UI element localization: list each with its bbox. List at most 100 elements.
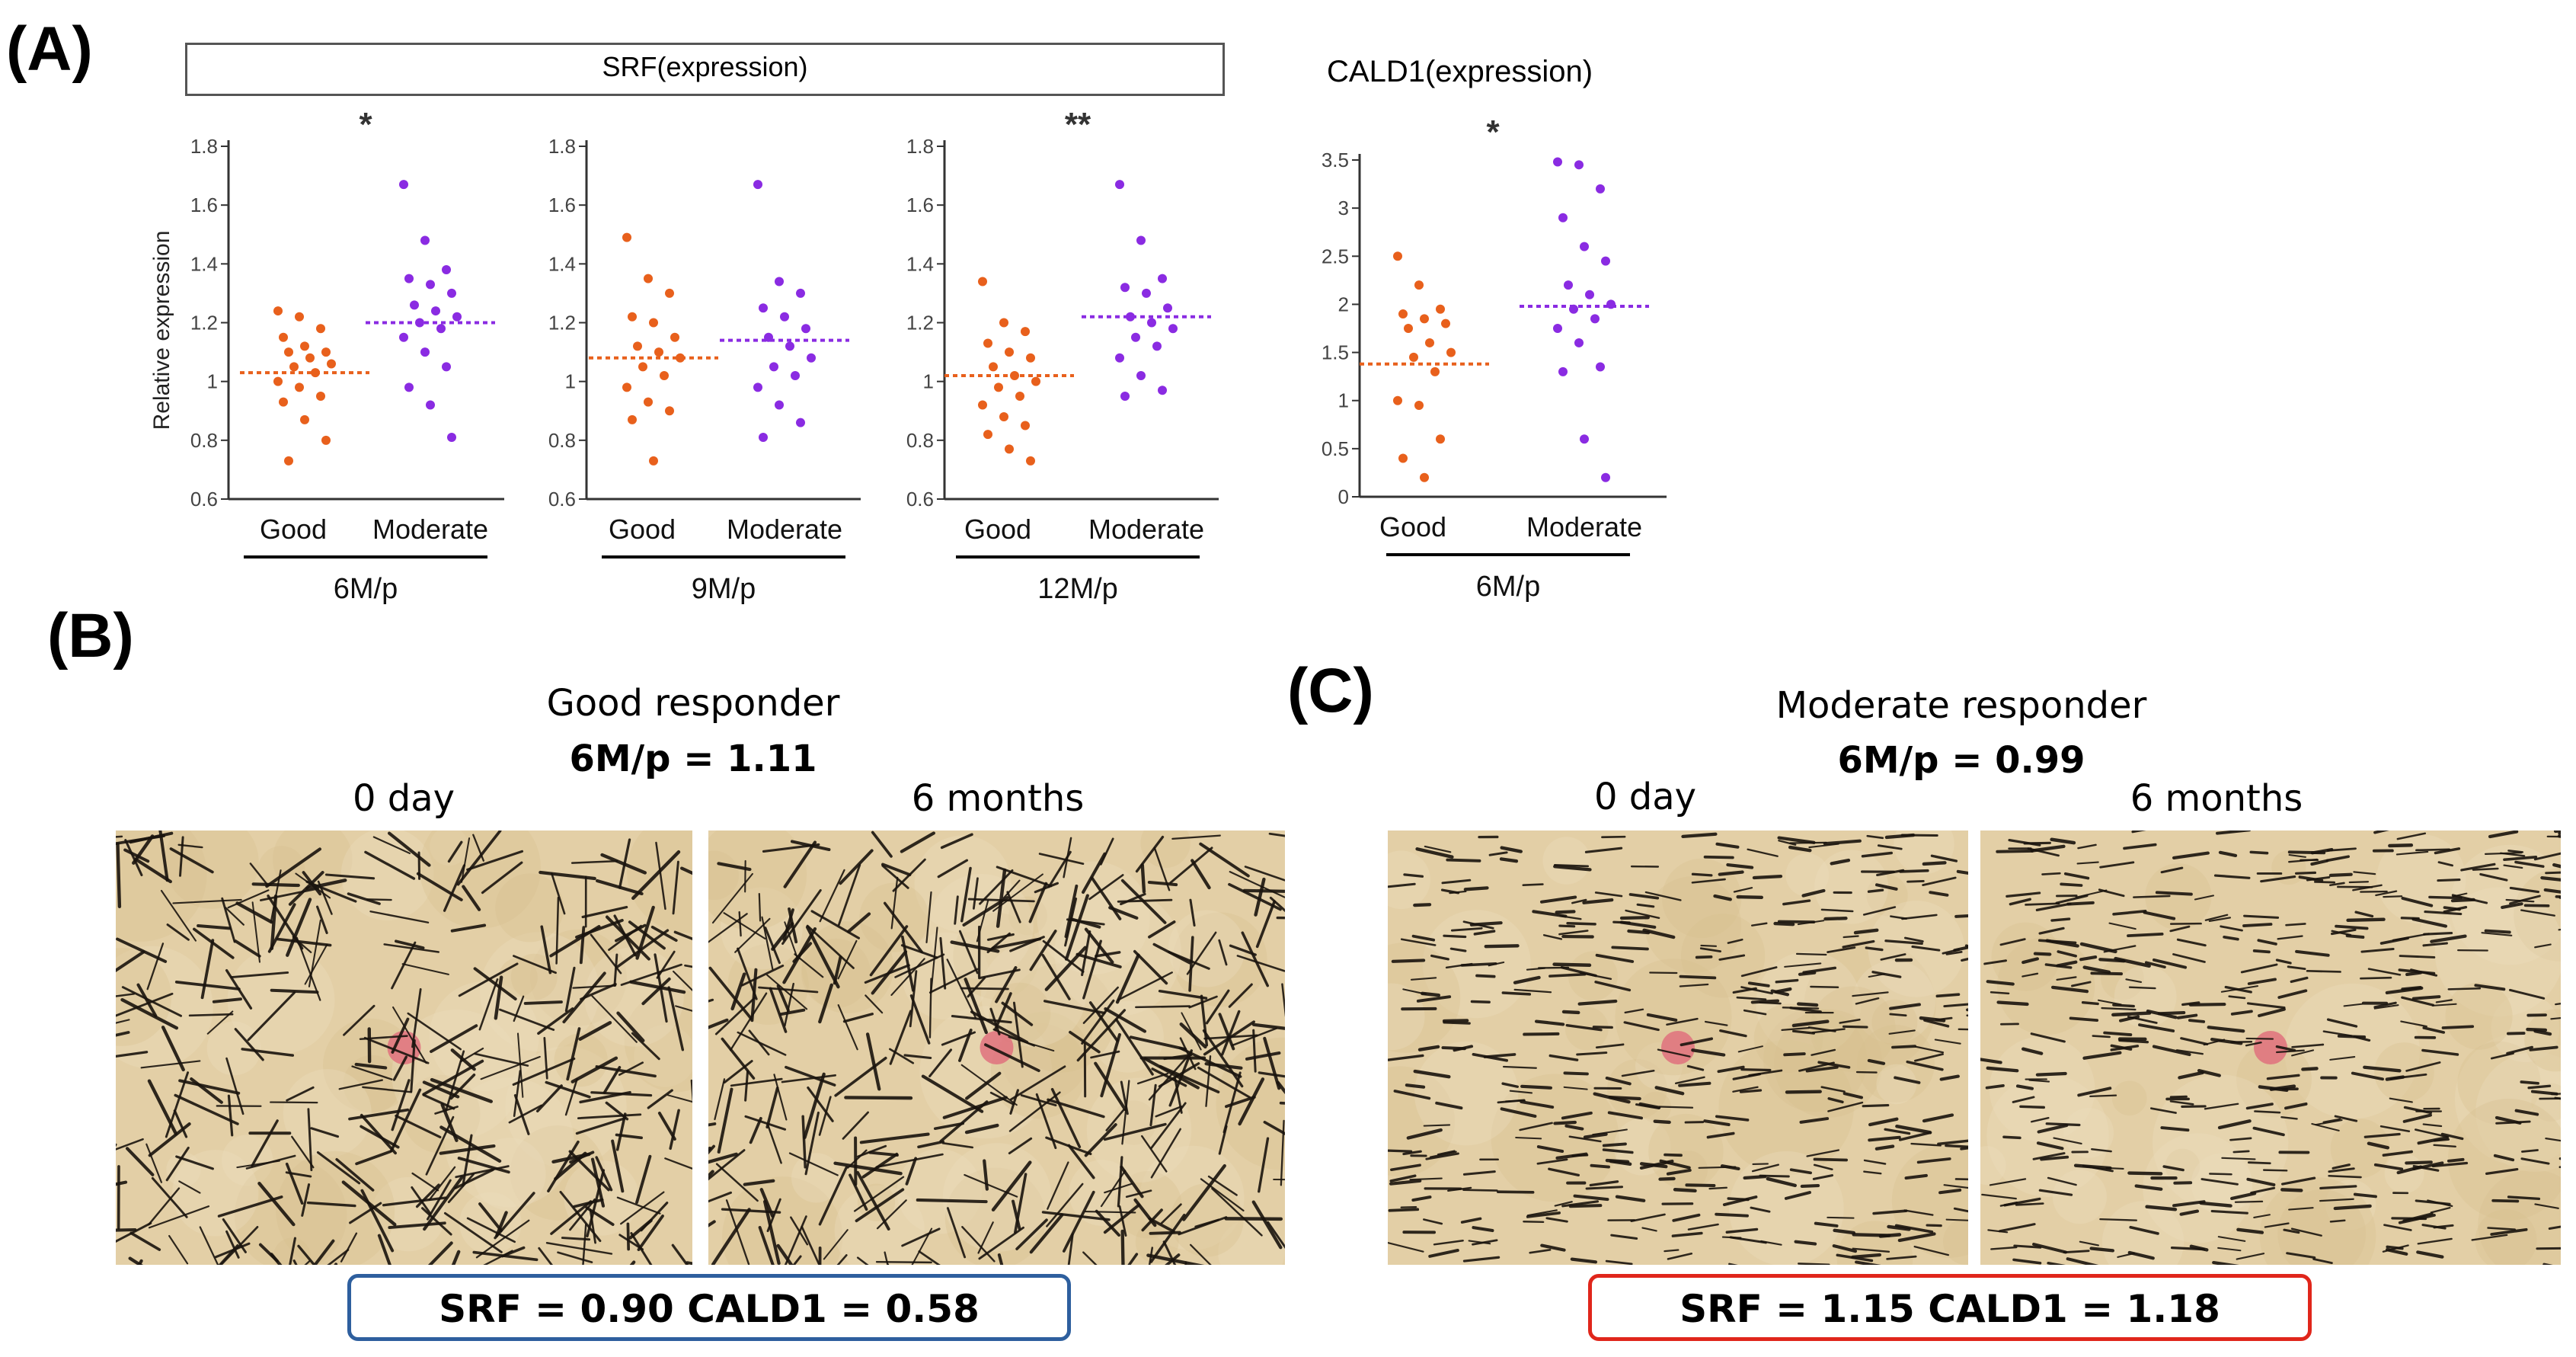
moderate-data-point bbox=[1569, 304, 1578, 314]
good-data-point bbox=[1436, 434, 1445, 444]
panel-c-subtitle: 6M/p = 0.99 bbox=[1837, 739, 2085, 782]
moderate-data-point bbox=[410, 300, 419, 310]
y-tick-label: 0.6 bbox=[548, 488, 576, 510]
moderate-data-point bbox=[769, 362, 778, 372]
moderate-data-point bbox=[1120, 283, 1130, 293]
y-tick-label: 1.8 bbox=[190, 135, 218, 158]
hair-texture-moderate-0 bbox=[1388, 831, 1968, 1265]
moderate-data-point bbox=[415, 318, 424, 328]
y-tick-label: 1 bbox=[923, 370, 934, 393]
hair-texture-good-0 bbox=[116, 831, 692, 1265]
good-data-point bbox=[1420, 472, 1429, 482]
good-data-point bbox=[1021, 421, 1030, 430]
good-data-point bbox=[622, 382, 631, 392]
moderate-data-point bbox=[1136, 370, 1146, 380]
moderate-data-point bbox=[1131, 332, 1140, 342]
moderate-data-point bbox=[1126, 312, 1135, 322]
moderate-data-point bbox=[1553, 157, 1562, 167]
moderate-data-point bbox=[1564, 280, 1573, 290]
y-tick-label: 0.8 bbox=[190, 429, 218, 452]
y-tick-label: 3.5 bbox=[1322, 149, 1349, 171]
moderate-data-point bbox=[753, 180, 762, 190]
moderate-data-point bbox=[1596, 184, 1605, 194]
good-data-point bbox=[978, 277, 987, 286]
moderate-data-point bbox=[791, 370, 800, 380]
category-label-moderate: Moderate bbox=[1088, 514, 1204, 545]
good-data-point bbox=[983, 338, 992, 348]
moderate-data-point bbox=[1596, 362, 1605, 372]
group-label: 9M/p bbox=[692, 573, 756, 605]
y-tick-label: 1.2 bbox=[548, 312, 576, 334]
panel-label-a: (A) bbox=[6, 14, 93, 84]
y-tick-label: 1 bbox=[1338, 389, 1349, 412]
moderate-data-point bbox=[1590, 314, 1600, 324]
good-data-point bbox=[665, 288, 674, 298]
hair-texture-moderate-6 bbox=[1980, 831, 2561, 1265]
panel-c-values-box: SRF = 1.15 CALD1 = 1.18 bbox=[1588, 1274, 2312, 1341]
y-tick-label: 0.8 bbox=[548, 429, 576, 452]
good-data-point bbox=[665, 406, 674, 416]
moderate-data-point bbox=[442, 265, 451, 275]
good-data-point bbox=[300, 341, 309, 351]
cald1-title: CALD1(expression) bbox=[1327, 55, 1593, 88]
moderate-data-point bbox=[1168, 324, 1178, 334]
moderate-data-point bbox=[1585, 290, 1594, 299]
moderate-data-point bbox=[1558, 366, 1568, 376]
good-data-point bbox=[994, 382, 1003, 392]
moderate-data-point bbox=[1163, 303, 1172, 313]
moderate-data-point bbox=[399, 180, 408, 190]
good-data-point bbox=[676, 353, 685, 363]
good-data-point bbox=[989, 362, 998, 372]
y-tick-label: 0.6 bbox=[190, 488, 218, 510]
good-data-point bbox=[649, 456, 658, 466]
y-tick-label: 0 bbox=[1338, 485, 1349, 508]
good-data-point bbox=[295, 382, 304, 392]
good-data-point bbox=[1404, 324, 1413, 333]
scatter-charts: 0.6 0.8 1 1.2 1.4 1.6 1.8 Relative expression * G… bbox=[149, 106, 1667, 605]
y-tick-label: 1.8 bbox=[906, 135, 934, 158]
good-data-point bbox=[321, 435, 331, 445]
good-data-point bbox=[1414, 280, 1424, 290]
moderate-data-point bbox=[420, 347, 430, 357]
moderate-data-point bbox=[1574, 338, 1584, 347]
good-data-point bbox=[654, 347, 663, 357]
moderate-data-point bbox=[1580, 242, 1589, 251]
good-data-point bbox=[279, 332, 288, 342]
y-tick-label: 2.5 bbox=[1322, 245, 1349, 267]
panel-c-label-6months: 6 months bbox=[2130, 777, 2303, 820]
y-tick-label: 0.6 bbox=[906, 488, 934, 510]
good-data-point bbox=[670, 332, 679, 342]
good-data-point bbox=[1021, 327, 1030, 337]
y-tick-label: 1.6 bbox=[548, 194, 576, 216]
panel-b-title: Good responder bbox=[546, 682, 840, 725]
good-data-point bbox=[999, 411, 1008, 421]
y-tick-label: 1.6 bbox=[190, 194, 218, 216]
good-data-point bbox=[1425, 338, 1434, 347]
good-data-point bbox=[622, 232, 631, 242]
good-data-point bbox=[321, 347, 331, 357]
y-tick-label: 3 bbox=[1338, 197, 1349, 219]
good-data-point bbox=[327, 359, 336, 369]
category-label-moderate: Moderate bbox=[372, 514, 488, 545]
good-data-point bbox=[1414, 401, 1424, 411]
moderate-data-point bbox=[1158, 274, 1167, 283]
good-data-point bbox=[633, 341, 642, 351]
panel-b-label-6months: 6 months bbox=[911, 777, 1085, 820]
y-tick-label: 1.4 bbox=[906, 252, 934, 275]
moderate-data-point bbox=[796, 288, 805, 298]
moderate-data-point bbox=[1606, 299, 1616, 309]
panel-b-subtitle: 6M/p = 1.11 bbox=[569, 738, 817, 780]
good-data-point bbox=[660, 370, 669, 380]
moderate-data-point bbox=[785, 341, 794, 351]
good-data-point bbox=[628, 312, 637, 322]
good-data-point bbox=[284, 347, 293, 357]
category-label-moderate: Moderate bbox=[727, 514, 842, 545]
good-data-point bbox=[649, 318, 658, 328]
moderate-data-point bbox=[759, 303, 768, 313]
moderate-data-point bbox=[807, 353, 816, 363]
dermoscopy-photo-moderate-6months bbox=[1980, 831, 2561, 1265]
panel-c-label-0day: 0 day bbox=[1593, 776, 1697, 818]
moderate-data-point bbox=[1158, 386, 1167, 395]
good-data-point bbox=[1015, 391, 1024, 401]
good-data-point bbox=[1031, 376, 1040, 386]
